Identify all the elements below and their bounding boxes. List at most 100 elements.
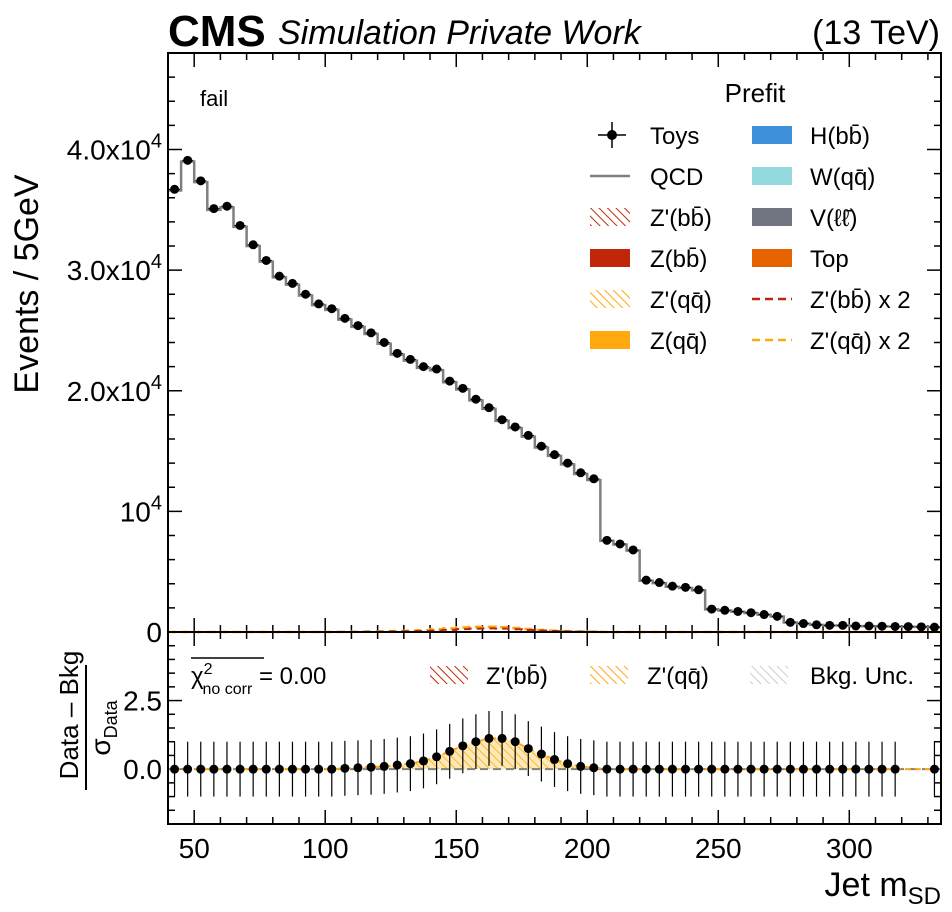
ytick-label: 3.0x104 — [67, 251, 162, 286]
ratio-data-point — [615, 764, 625, 774]
ratio-data-point — [497, 733, 507, 743]
ytick-label: 0.0 — [123, 754, 162, 785]
upper-plot-area — [168, 155, 941, 634]
ratio-data-point — [825, 764, 835, 774]
legend-label: W(qq̄) — [810, 164, 875, 191]
ratio-data-point — [746, 764, 756, 774]
ytick-label: 0 — [146, 617, 162, 648]
chi2-annotation: χ2 no corr = 0.00 — [191, 657, 326, 698]
ytick-label: 4.0x104 — [67, 131, 162, 166]
legend-label: Z(qq̄) — [650, 328, 707, 355]
ratio-data-point — [379, 761, 389, 771]
ratio-data-point — [445, 746, 455, 756]
legend-marker-hatch — [430, 666, 468, 684]
ratio-data-point — [170, 764, 180, 774]
upper-ytick-labels: 0 104 2.0x104 3.0x104 4.0x104 — [67, 131, 162, 649]
xlabel: Jet mSD — [825, 866, 941, 910]
ratio-data-point — [510, 737, 520, 747]
ratio-data-point — [785, 764, 795, 774]
ratio-data-point — [327, 764, 337, 774]
lower-frame — [167, 631, 942, 825]
ratio-data-point — [432, 752, 442, 762]
ratio-data-point — [248, 764, 258, 774]
legend-label: H(bb̄) — [810, 123, 870, 150]
ratio-data-point — [340, 763, 350, 773]
ratio-data-point — [523, 744, 533, 754]
xtick-label: 300 — [826, 833, 873, 864]
ratio-data-point — [287, 764, 297, 774]
legend-marker-hatch — [590, 290, 630, 308]
legend-marker-toys — [607, 130, 617, 140]
ytick-label: 104 — [120, 492, 162, 527]
legend-marker-fill — [752, 126, 792, 144]
legend-label: Z'(bb̄) — [650, 205, 712, 232]
ratio-data-point — [366, 762, 376, 772]
legend-marker-hatch — [750, 666, 788, 684]
ratio-data-point — [235, 764, 245, 774]
ratio-data-point — [589, 763, 599, 773]
qcd-histogram — [168, 160, 941, 629]
legend-marker-fill — [752, 167, 792, 185]
legend-label: Bkg. Unc. — [810, 663, 914, 690]
legend-label: Z'(qq̄) — [647, 663, 709, 690]
xtick-label: 250 — [695, 833, 742, 864]
ratio-data-point — [628, 764, 638, 774]
legend-label: Z(bb̄) — [650, 246, 707, 273]
ratio-data-point — [471, 737, 481, 747]
ratio-data-point — [812, 764, 822, 774]
legend-marker-hatch — [590, 208, 630, 226]
ratio-data-point — [261, 764, 271, 774]
xtick-label: 150 — [433, 833, 480, 864]
ratio-data-point — [536, 749, 546, 759]
ratio-data-point — [222, 764, 232, 774]
xtick-label: 50 — [179, 833, 210, 864]
ratio-data-point — [602, 764, 612, 774]
lower-ylabel: Data – Bkg σData — [54, 651, 121, 790]
lower-ytick-labels: 0.0 2.5 — [123, 686, 162, 786]
ratio-data-point — [641, 764, 651, 774]
ratio-data-point — [196, 764, 206, 774]
ratio-data-point — [694, 764, 704, 774]
ratio-data-point — [353, 763, 363, 773]
legend-label: Toys — [650, 123, 699, 150]
ratio-data-point — [209, 764, 219, 774]
ratio-data-point — [759, 764, 769, 774]
ratio-data-point — [707, 764, 717, 774]
legend-upper: Prefit Toys QCD Z'(bb̄) Z(bb̄) Z'(qq̄) Z(qq̄)… — [590, 78, 911, 355]
ratio-data-point — [392, 760, 402, 770]
cms-label: CMS — [168, 7, 266, 56]
legend-lower: Z'(bb̄) Z'(qq̄) Bkg. Unc. — [430, 663, 914, 690]
chi2-text: χ2 no corr = 0.00 — [191, 661, 326, 698]
ratio-data-point — [576, 761, 586, 771]
legend-label: V(ℓℓ̄) — [810, 205, 858, 232]
ratio-data-point — [274, 764, 284, 774]
ratio-data-point — [458, 741, 468, 751]
ratio-data-point — [550, 755, 559, 765]
ratio-data-point — [681, 764, 691, 774]
ratio-data-point — [772, 764, 782, 774]
legend-marker-fill — [752, 249, 792, 267]
ratio-data-point — [301, 764, 311, 774]
ratio-data-point — [851, 764, 861, 774]
ratio-data-point — [654, 764, 664, 774]
energy-label: (13 TeV) — [812, 14, 940, 52]
ratio-data-point — [405, 759, 415, 769]
ratio-data-point — [929, 764, 939, 774]
ratio-data-point — [798, 764, 808, 774]
lower-ylabel-numerator: Data – Bkg — [54, 651, 84, 780]
legend-label: Z'(bb̄) x 2 — [810, 287, 911, 314]
ratio-data-point — [877, 764, 887, 774]
legend-label: Z'(qq̄) — [650, 287, 712, 314]
ratio-data-point — [864, 764, 874, 774]
legend-marker-fill — [590, 331, 630, 349]
xtick-label: 100 — [302, 833, 349, 864]
ratio-data-point — [563, 759, 573, 769]
region-label: fail — [200, 86, 228, 111]
subtitle-label: Simulation Private Work — [278, 14, 643, 52]
legend-label: Z'(qq̄) x 2 — [810, 328, 911, 355]
legend-marker-hatch — [590, 666, 628, 684]
ratio-data-point — [667, 764, 677, 774]
xtick-label: 200 — [564, 833, 611, 864]
legend-marker-fill — [590, 249, 630, 267]
